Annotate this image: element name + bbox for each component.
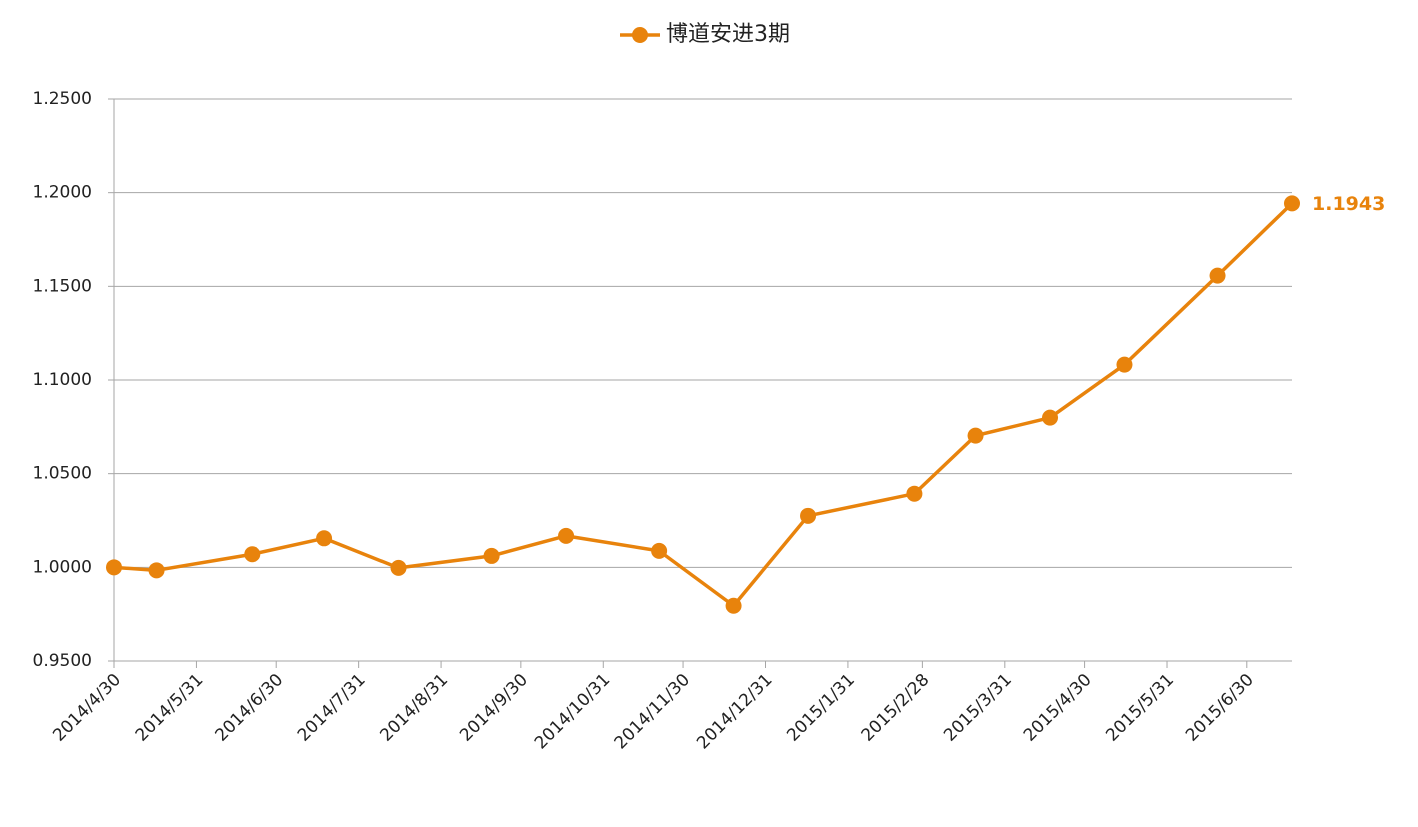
x-tick-label: 2014/7/31 [294, 670, 370, 746]
x-tick-label: 2014/9/30 [456, 670, 532, 746]
x-tick-label: 2014/10/31 [531, 670, 614, 753]
x-tick-label: 2014/12/31 [693, 670, 776, 753]
legend-marker [632, 27, 648, 43]
y-tick-label: 0.9500 [33, 651, 92, 671]
x-tick-label: 2015/6/30 [1182, 670, 1258, 746]
legend-label: 博道安进3期 [666, 22, 790, 47]
data-point [244, 546, 261, 563]
data-point [1284, 195, 1300, 212]
data-point [651, 542, 668, 559]
data-point [967, 427, 984, 444]
y-tick-label: 1.0500 [33, 464, 92, 484]
data-point [106, 559, 122, 576]
data-point [148, 562, 165, 579]
y-tick-label: 1.1500 [33, 276, 92, 296]
series-line [113, 202, 1294, 608]
data-point [725, 597, 742, 614]
x-tick-label: 2014/8/31 [376, 670, 452, 746]
x-tick-label: 2014/6/30 [211, 670, 287, 746]
y-tick-label: 1.2000 [33, 183, 92, 203]
x-tick-label: 2015/4/30 [1020, 670, 1096, 746]
data-point [390, 559, 407, 576]
x-tick-label: 2015/1/31 [783, 670, 859, 746]
data-point [906, 485, 923, 502]
data-point [800, 507, 817, 524]
data-point [483, 547, 500, 564]
data-point [558, 527, 575, 544]
x-tick-label: 2015/5/31 [1102, 670, 1178, 746]
x-tick-label: 2014/11/30 [611, 670, 694, 753]
x-tick-label: 2014/5/31 [132, 670, 208, 746]
data-point [316, 530, 333, 547]
data-point [1116, 356, 1133, 373]
data-point [1042, 409, 1059, 426]
x-tick-label: 2015/2/28 [858, 670, 934, 746]
x-tick-label: 2014/4/30 [49, 670, 125, 746]
data-label: 1.1943 [1312, 193, 1385, 215]
y-tick-label: 1.2500 [33, 89, 92, 109]
data-point [1209, 267, 1226, 284]
y-tick-label: 1.0000 [33, 557, 92, 577]
x-tick-label: 2015/3/31 [940, 670, 1016, 746]
y-tick-label: 1.1000 [33, 370, 92, 390]
